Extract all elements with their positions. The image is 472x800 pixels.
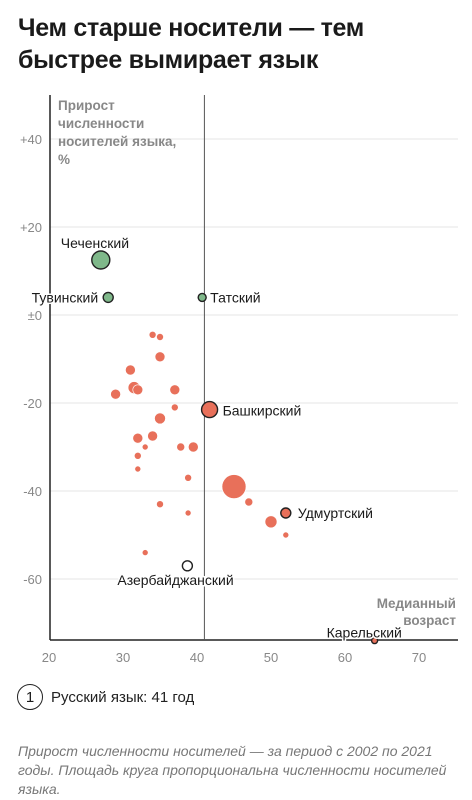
point-label: Азербайджанский (117, 572, 233, 588)
data-point (125, 364, 136, 376)
data-point (176, 442, 186, 452)
footnote: Прирост численности носителей — за перио… (18, 743, 447, 797)
point-Чеченский (91, 250, 111, 270)
data-point (244, 497, 254, 507)
point-label: Карельский (327, 625, 402, 641)
point-label: Тувинский (32, 289, 99, 305)
y-tick-label: +20 (20, 220, 42, 235)
data-point (154, 351, 166, 363)
data-point (148, 330, 157, 339)
data-point (147, 430, 158, 442)
data-point (154, 412, 166, 425)
point-label: Татский (210, 289, 260, 305)
data-point (171, 403, 179, 412)
point-label: Чеченский (61, 235, 129, 251)
data-point (132, 384, 144, 396)
data-point (110, 388, 121, 400)
y-tick-label: -40 (23, 484, 42, 499)
data-point (134, 451, 142, 460)
point-Карельский (370, 636, 379, 645)
x-tick-label: 20 (42, 650, 56, 665)
data-point (264, 515, 278, 529)
point-Удмуртский (280, 507, 292, 519)
point-label: Удмуртский (298, 505, 373, 521)
data-point (188, 441, 199, 453)
data-point (184, 473, 192, 482)
x-tick-label: 40 (190, 650, 204, 665)
legend: 1 Русский язык: 41 год (17, 684, 194, 710)
point-label: Башкирский (223, 403, 302, 419)
x-axis-label: Медианный возраст (377, 596, 457, 628)
data-point (141, 549, 149, 556)
data-point (132, 432, 144, 444)
data-point (184, 509, 192, 517)
scatter-chart: +40 +20 ±0 -20 -40 -60 20 30 40 50 60 70 Прирост числ… (20, 95, 458, 665)
point-Башкирский (200, 400, 219, 419)
legend-text: Русский язык: 41 год (51, 688, 195, 706)
legend-marker: 1 (17, 684, 43, 710)
y-tick-label: ±0 (28, 308, 42, 323)
x-tick-label: 70 (412, 650, 426, 665)
point-Тувинский (102, 291, 114, 304)
chart-title: Чем старше носители — тем быстрее вымира… (18, 14, 365, 74)
x-tick-label: 30 (116, 650, 130, 665)
point-Азербайджанский (181, 560, 194, 572)
data-point (156, 333, 164, 341)
y-tick-label: +40 (20, 132, 42, 147)
data-point (134, 465, 142, 473)
data-point (221, 474, 247, 499)
y-tick-label: -20 (23, 396, 42, 411)
data-point (156, 500, 164, 509)
y-axis-label: Прирост численности носителей языка,% (58, 98, 176, 167)
data-point (169, 384, 181, 396)
data-point (282, 531, 290, 539)
x-tick-label: 60 (338, 650, 352, 665)
y-tick-label: -60 (23, 572, 42, 587)
point-Татский (197, 292, 207, 303)
x-tick-label: 50 (264, 650, 278, 665)
data-point (141, 443, 149, 451)
